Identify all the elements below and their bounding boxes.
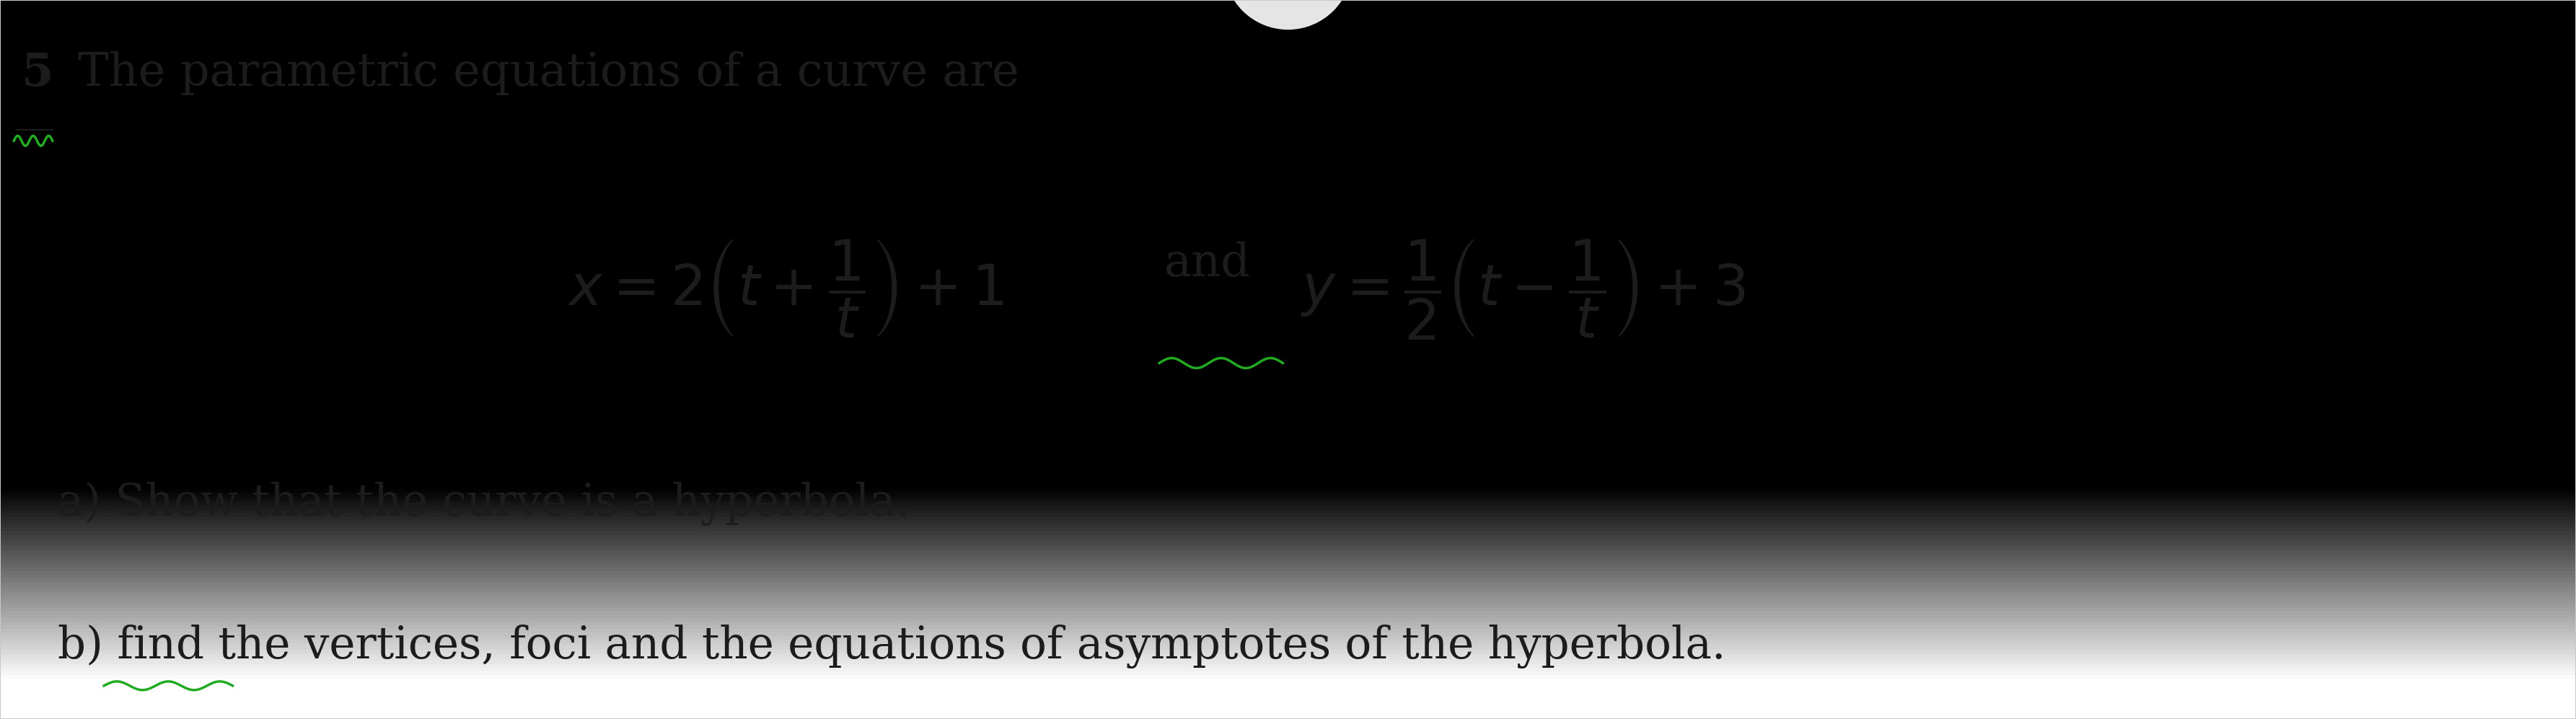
Text: The parametric equations of a curve are: The parametric equations of a curve are [77, 51, 1020, 95]
Text: 5: 5 [21, 51, 54, 95]
Text: a) Show that the curve is a hyperbola.: a) Show that the curve is a hyperbola. [57, 482, 909, 526]
Text: b) find the vertices, foci and the equations of asymptotes of the hyperbola.: b) find the vertices, foci and the equat… [57, 625, 1726, 669]
Text: $y = \dfrac{1}{2}\left(t - \dfrac{1}{t}\right) + 3$: $y = \dfrac{1}{2}\left(t - \dfrac{1}{t}\… [1301, 237, 1747, 342]
Text: and: and [1164, 241, 1252, 285]
Text: $x = 2\left(t + \dfrac{1}{t}\right) + 1$: $x = 2\left(t + \dfrac{1}{t}\right) + 1$ [567, 237, 1005, 339]
Ellipse shape [1224, 0, 1352, 29]
